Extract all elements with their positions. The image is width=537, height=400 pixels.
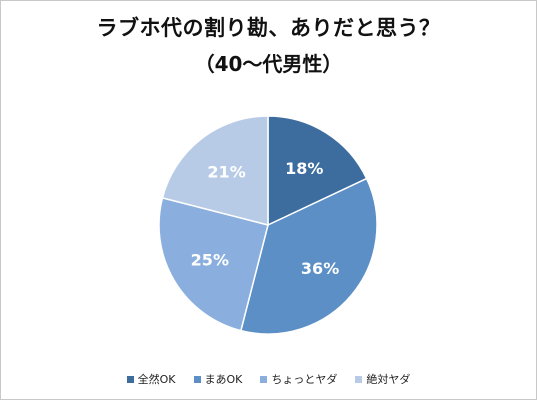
chart-title: ラブホ代の割り勘、ありだと思う？ <box>96 16 441 40</box>
legend-swatch <box>260 375 268 383</box>
legend-item: 全然OK <box>126 371 176 387</box>
data-label-4: 21% <box>207 163 245 182</box>
legend-label: ちょっとヤダ <box>271 373 338 386</box>
legend-item: 絶対ヤダ <box>355 371 410 387</box>
legend-swatch <box>126 375 134 383</box>
legend-label: まあOK <box>204 373 243 386</box>
chart-subtitle: （40～代男性） <box>194 52 343 76</box>
legend-item: まあOK <box>193 371 243 387</box>
pie-slice-3 <box>158 196 269 332</box>
legend-swatch <box>193 375 201 383</box>
legend-item: ちょっとヤダ <box>260 371 337 387</box>
data-label-3: 25% <box>191 250 229 269</box>
pie-slice-1 <box>267 115 368 227</box>
legend: 全然OK まあOK ちょっとヤダ 絶対ヤダ <box>0 371 537 387</box>
pie-slice-4 <box>161 115 269 226</box>
data-label-1: 18% <box>285 159 323 178</box>
legend-swatch <box>355 375 363 383</box>
pie-slice-2 <box>239 177 378 335</box>
data-label-2: 36% <box>301 259 339 278</box>
legend-label: 絶対ヤダ <box>366 373 411 386</box>
legend-label: 全然OK <box>137 373 176 386</box>
